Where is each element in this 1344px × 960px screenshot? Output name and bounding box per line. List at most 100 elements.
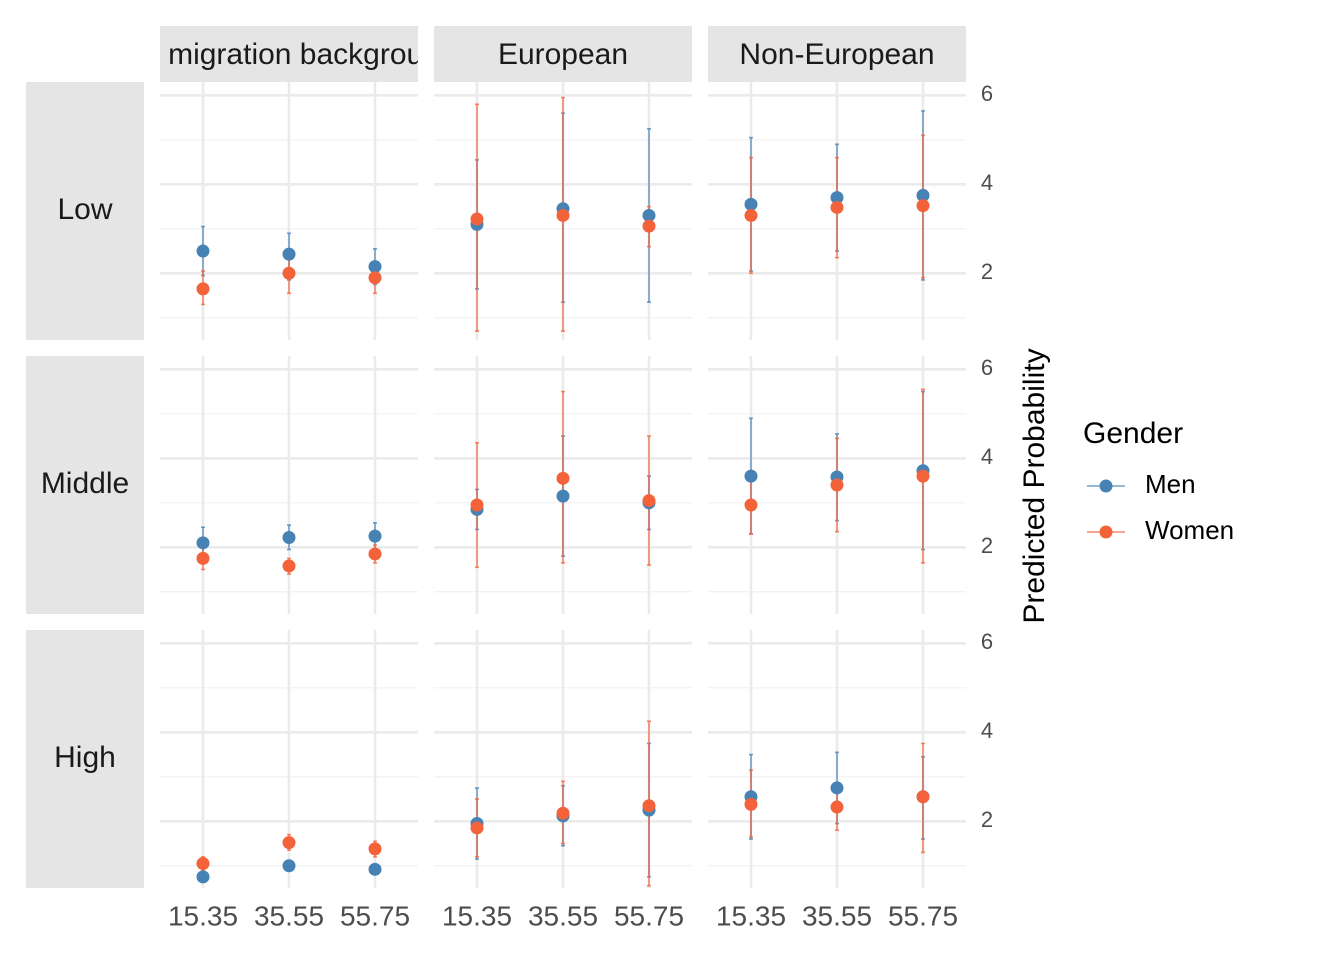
data-point [744, 469, 758, 483]
column-strip-bg [434, 26, 692, 82]
data-point [368, 842, 382, 856]
data-point [368, 547, 382, 561]
legend: Gender Men Women [1083, 417, 1234, 545]
panel-grid [434, 630, 692, 888]
panel-marks [196, 833, 382, 884]
y-tick-label: 2 [981, 533, 993, 558]
data-point [368, 529, 382, 543]
data-point [830, 781, 844, 795]
legend-key-point [1099, 525, 1113, 539]
column-strip: No migration background [121, 26, 456, 82]
row-strip-bg [26, 356, 144, 614]
data-point [282, 266, 296, 280]
y-tick-label: 2 [981, 807, 993, 832]
data-point [830, 800, 844, 814]
data-point [368, 260, 382, 274]
data-point [556, 471, 570, 485]
data-point [470, 821, 484, 835]
data-point [556, 489, 570, 503]
data-point [196, 282, 210, 296]
legend-title: Gender [1083, 417, 1183, 450]
data-point [556, 208, 570, 222]
x-tick-label: 35.55 [254, 900, 324, 931]
data-point [916, 469, 930, 483]
data-point [830, 478, 844, 492]
column-strip-bg [160, 26, 418, 82]
row-strip: Low [26, 82, 144, 340]
x-tick-label: 15.35 [168, 900, 238, 931]
panel-marks [470, 390, 656, 569]
x-tick-label: 35.55 [802, 900, 872, 931]
data-point [196, 551, 210, 565]
row-strip-label: High [54, 741, 116, 774]
data-point [196, 857, 210, 871]
legend-entry: Men [1087, 469, 1196, 499]
data-point [282, 859, 296, 873]
legend-key-point [1099, 479, 1113, 493]
panel-grid [160, 356, 418, 614]
column-strip-bg [708, 26, 966, 82]
data-point [642, 219, 656, 233]
data-point [282, 836, 296, 850]
data-point [744, 208, 758, 222]
panel-marks [470, 96, 656, 332]
data-point [642, 799, 656, 813]
y-tick-label: 6 [981, 355, 993, 380]
x-tick-label: 15.35 [442, 900, 512, 931]
panel-marks [744, 388, 930, 564]
x-tick-label: 15.35 [716, 900, 786, 931]
data-point [368, 271, 382, 285]
data-point [282, 247, 296, 261]
data-point [470, 212, 484, 226]
legend-label: Men [1145, 469, 1196, 499]
y-tick-label: 6 [981, 629, 993, 654]
y-tick-label: 2 [981, 259, 993, 284]
data-point [744, 797, 758, 811]
x-tick-label: 35.55 [528, 900, 598, 931]
row-strip: Middle [26, 356, 144, 614]
row-strip-label: Low [57, 193, 112, 226]
row-strip-bg [26, 82, 144, 340]
column-strip-label: European [498, 38, 628, 71]
y-tick-label: 4 [981, 170, 993, 195]
legend-entry: Women [1087, 515, 1234, 545]
row-strip-bg [26, 630, 144, 888]
panel-grid [160, 82, 418, 340]
x-tick-label: 55.75 [888, 900, 958, 931]
panel-marks [470, 720, 656, 887]
panel-marks [196, 225, 382, 306]
column-strip: Non-European [708, 26, 966, 82]
x-tick-label: 55.75 [614, 900, 684, 931]
data-point [744, 197, 758, 211]
data-point [830, 191, 844, 205]
data-point [916, 790, 930, 804]
data-point [556, 806, 570, 820]
column-strip-label: Non-European [739, 38, 934, 71]
data-point [368, 862, 382, 876]
data-point [744, 498, 758, 512]
data-point [642, 208, 656, 222]
panel-marks [196, 522, 382, 575]
y-tick-label: 4 [981, 718, 993, 743]
data-point [470, 498, 484, 512]
column-strip: European [434, 26, 692, 82]
data-point [196, 244, 210, 258]
data-point [196, 870, 210, 884]
data-point [642, 494, 656, 508]
y-tick-label: 6 [981, 81, 993, 106]
panel-marks [744, 110, 930, 281]
data-point [916, 188, 930, 202]
legend-label: Women [1145, 515, 1234, 545]
data-point [196, 536, 210, 550]
row-strip-label: Middle [41, 467, 129, 500]
y-tick-label: 4 [981, 444, 993, 469]
data-point [916, 199, 930, 213]
data-point [282, 530, 296, 544]
row-strip: High [26, 630, 144, 888]
y-axis-title: Predicted Probability [1018, 348, 1051, 623]
column-strip-label: No migration background [121, 38, 456, 71]
data-point [830, 200, 844, 214]
panel-marks [744, 742, 930, 854]
data-point [282, 559, 296, 573]
